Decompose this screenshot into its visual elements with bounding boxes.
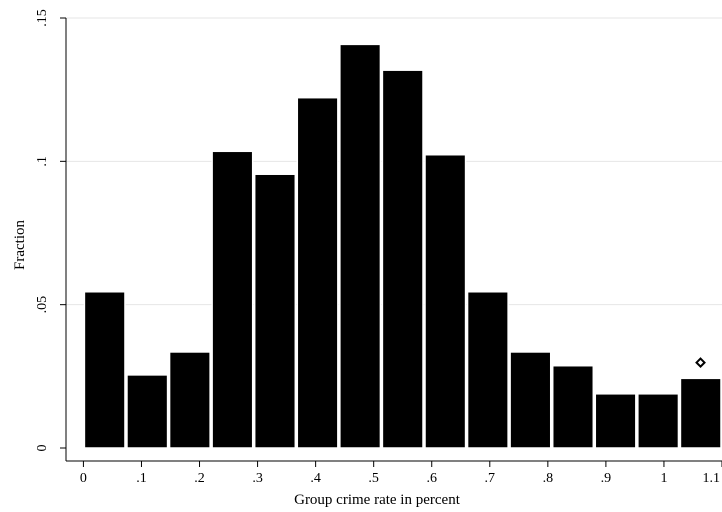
axes-layer bbox=[65, 18, 722, 462]
histogram-bar-14 bbox=[679, 377, 722, 449]
histogram-bar-6 bbox=[339, 43, 382, 449]
x-tick-label-2: .2 bbox=[194, 471, 205, 486]
x-tick-label-1: .1 bbox=[136, 471, 147, 486]
histogram-bar-8 bbox=[424, 153, 467, 449]
y-tick-label-0: 0 bbox=[35, 445, 50, 452]
x-tick-label-8: .8 bbox=[543, 471, 554, 486]
histogram-bar-4 bbox=[253, 173, 297, 449]
diamond-marker bbox=[695, 357, 706, 368]
x-axis-title: Group crime rate in percent bbox=[294, 492, 461, 508]
y-tick-label-3: .15 bbox=[35, 9, 50, 27]
histogram-bar-13 bbox=[637, 393, 680, 449]
y-tick-label-1: .05 bbox=[35, 296, 50, 314]
histogram-bar-2 bbox=[168, 351, 211, 449]
x-tick-label-0: 0 bbox=[80, 471, 87, 486]
x-tick-label-11: 1.1 bbox=[703, 471, 721, 486]
x-tick-label-9: .9 bbox=[601, 471, 612, 486]
x-tick-label-5: .5 bbox=[368, 471, 379, 486]
x-tick-label-7: .7 bbox=[485, 471, 496, 486]
x-tick-label-6: .6 bbox=[426, 471, 437, 486]
x-tick-label-4: .4 bbox=[310, 471, 321, 486]
x-tick-label-10: 1 bbox=[660, 471, 667, 486]
histogram-bar-7 bbox=[381, 69, 424, 449]
histogram-bar-1 bbox=[126, 374, 169, 449]
histogram-bar-11 bbox=[551, 364, 595, 449]
bars-layer bbox=[83, 43, 722, 449]
histogram-bar-3 bbox=[211, 150, 254, 449]
y-ticks: 0 .05 .1 .15 bbox=[35, 9, 66, 452]
y-tick-label-2: .1 bbox=[35, 156, 50, 167]
histogram-bar-12 bbox=[594, 393, 637, 449]
histogram-bar-0 bbox=[83, 291, 126, 449]
x-tick-label-3: .3 bbox=[252, 471, 263, 486]
x-ticks: 0 .1 .2 .3 .4 .5 .6 .7 .8 .9 1 1.1 bbox=[80, 461, 722, 486]
y-axis-title: Fraction bbox=[12, 220, 28, 270]
histogram-bar-10 bbox=[509, 351, 552, 449]
histogram-bar-5 bbox=[296, 96, 339, 449]
marker-layer bbox=[695, 357, 706, 368]
histogram-bar-9 bbox=[466, 291, 509, 449]
